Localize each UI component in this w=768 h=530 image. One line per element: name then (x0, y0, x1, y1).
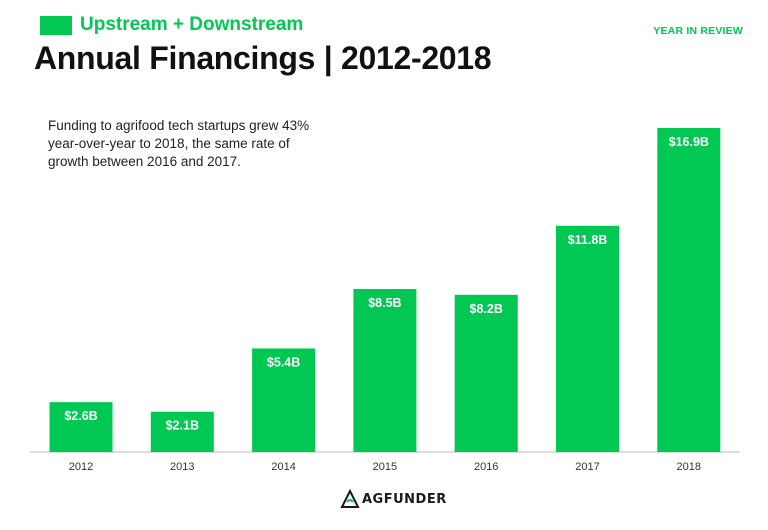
agfunder-logo: AGFUNDER (340, 488, 447, 510)
x-tick-label-2016: 2016 (474, 461, 498, 473)
data-label-2012: $2.6B (64, 409, 97, 423)
chart-subtitle: Upstream + Downstream (80, 14, 304, 35)
x-tick-label-2018: 2018 (677, 461, 701, 473)
data-label-2017: $11.8B (568, 233, 608, 247)
data-label-2015: $8.5B (368, 296, 401, 310)
logo-text: AGFUNDER (362, 491, 447, 507)
x-tick-label-2015: 2015 (373, 461, 397, 473)
x-tick-label-2012: 2012 (69, 461, 93, 473)
bar-2015 (353, 289, 417, 452)
bar-2012 (49, 402, 113, 452)
bar-2018 (657, 128, 721, 452)
bar-2016 (454, 294, 518, 452)
bar-2014 (252, 348, 316, 452)
data-label-2016: $8.2B (470, 302, 503, 316)
bar-2013 (150, 411, 214, 452)
x-tick-label-2014: 2014 (271, 461, 295, 473)
chart-annotation: Funding to agrifood tech startups grew 4… (48, 118, 310, 169)
agfunder-logo-icon (340, 489, 360, 508)
chart-title: Annual Financings | 2012-2018 (34, 40, 492, 76)
data-label-2014: $5.4B (267, 355, 300, 369)
accent-bar (40, 16, 72, 35)
data-label-2018: $16.9B (669, 135, 709, 149)
bar-2017 (556, 225, 619, 452)
x-tick-label-2013: 2013 (170, 461, 194, 473)
data-label-2013: $2.1B (166, 419, 199, 433)
year-in-review-tag: YEAR IN REVIEW (653, 25, 743, 37)
x-tick-label-2017: 2017 (575, 461, 599, 473)
